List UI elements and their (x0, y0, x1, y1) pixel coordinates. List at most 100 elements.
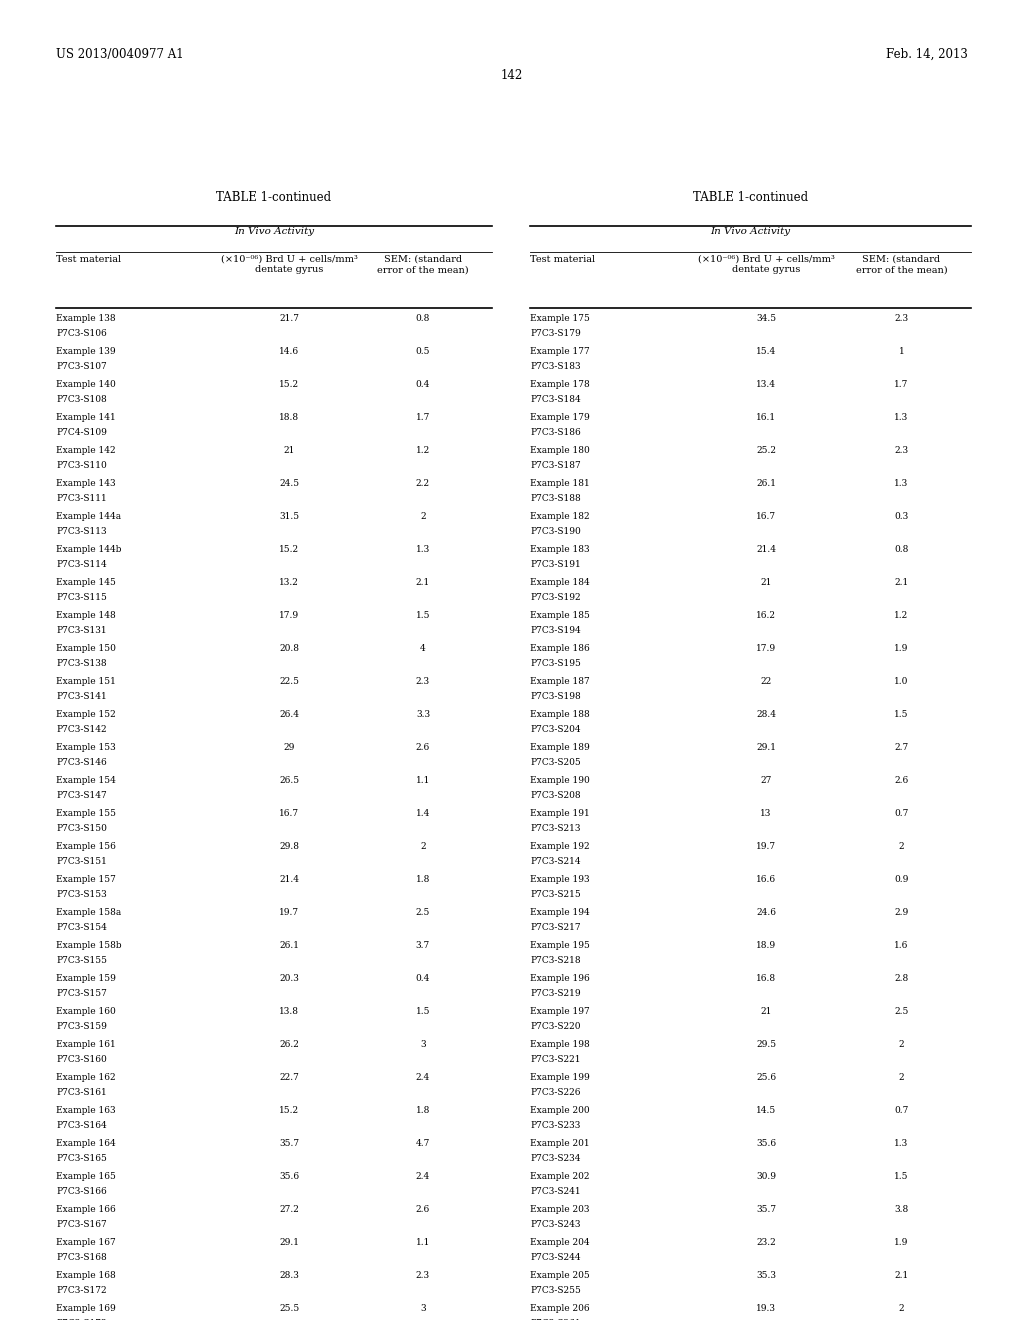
Text: 1.2: 1.2 (894, 611, 908, 620)
Text: Example 140: Example 140 (56, 380, 116, 389)
Text: P7C3-S215: P7C3-S215 (530, 890, 582, 899)
Text: P7C3-S183: P7C3-S183 (530, 362, 581, 371)
Text: Example 192: Example 192 (530, 842, 590, 851)
Text: Example 187: Example 187 (530, 677, 590, 686)
Text: P7C3-S154: P7C3-S154 (56, 923, 108, 932)
Text: 1.4: 1.4 (416, 809, 430, 818)
Text: 20.3: 20.3 (280, 974, 299, 983)
Text: 1.6: 1.6 (894, 941, 908, 950)
Text: Example 138: Example 138 (56, 314, 116, 323)
Text: P7C3-S159: P7C3-S159 (56, 1022, 108, 1031)
Text: 1.5: 1.5 (416, 1007, 430, 1016)
Text: 2.7: 2.7 (894, 743, 908, 752)
Text: Example 202: Example 202 (530, 1172, 590, 1181)
Text: P7C3-S150: P7C3-S150 (56, 824, 108, 833)
Text: P7C3-S168: P7C3-S168 (56, 1253, 108, 1262)
Text: P7C3-S142: P7C3-S142 (56, 725, 106, 734)
Text: 2.1: 2.1 (894, 1271, 908, 1280)
Text: Example 195: Example 195 (530, 941, 590, 950)
Text: Example 196: Example 196 (530, 974, 590, 983)
Text: Example 162: Example 162 (56, 1073, 116, 1082)
Text: Example 206: Example 206 (530, 1304, 590, 1313)
Text: Example 201: Example 201 (530, 1139, 590, 1148)
Text: 16.7: 16.7 (756, 512, 776, 521)
Text: 0.8: 0.8 (894, 545, 908, 554)
Text: (×10⁻⁰⁶) Brd U + cells/mm³
dentate gyrus: (×10⁻⁰⁶) Brd U + cells/mm³ dentate gyrus (221, 255, 357, 275)
Text: Example 184: Example 184 (530, 578, 590, 587)
Text: Example 194: Example 194 (530, 908, 590, 917)
Text: 13.4: 13.4 (756, 380, 776, 389)
Text: P7C3-S213: P7C3-S213 (530, 824, 581, 833)
Text: P7C3-S221: P7C3-S221 (530, 1055, 581, 1064)
Text: 1.8: 1.8 (416, 875, 430, 884)
Text: 15.4: 15.4 (756, 347, 776, 356)
Text: 2: 2 (899, 1073, 904, 1082)
Text: 15.2: 15.2 (280, 380, 299, 389)
Text: 0.8: 0.8 (416, 314, 430, 323)
Text: P7C3-S138: P7C3-S138 (56, 659, 106, 668)
Text: 29.5: 29.5 (756, 1040, 776, 1049)
Text: Example 197: Example 197 (530, 1007, 590, 1016)
Text: 1: 1 (898, 347, 904, 356)
Text: 1.5: 1.5 (894, 1172, 908, 1181)
Text: 26.4: 26.4 (280, 710, 299, 719)
Text: P7C3-S114: P7C3-S114 (56, 560, 108, 569)
Text: Example 179: Example 179 (530, 413, 590, 422)
Text: P7C3-S164: P7C3-S164 (56, 1121, 108, 1130)
Text: 1.7: 1.7 (894, 380, 908, 389)
Text: 26.5: 26.5 (280, 776, 299, 785)
Text: 2.5: 2.5 (416, 908, 430, 917)
Text: P7C3-S115: P7C3-S115 (56, 593, 108, 602)
Text: Example 168: Example 168 (56, 1271, 116, 1280)
Text: P7C3-S167: P7C3-S167 (56, 1220, 108, 1229)
Text: Example 191: Example 191 (530, 809, 590, 818)
Text: P7C3-S233: P7C3-S233 (530, 1121, 581, 1130)
Text: P7C3-S220: P7C3-S220 (530, 1022, 581, 1031)
Text: 21: 21 (284, 446, 295, 455)
Text: Example 180: Example 180 (530, 446, 590, 455)
Text: 4.7: 4.7 (416, 1139, 430, 1148)
Text: Test material: Test material (56, 255, 122, 264)
Text: 0.4: 0.4 (416, 974, 430, 983)
Text: 17.9: 17.9 (756, 644, 776, 653)
Text: 24.6: 24.6 (756, 908, 776, 917)
Text: 2.4: 2.4 (416, 1073, 430, 1082)
Text: P7C3-S190: P7C3-S190 (530, 527, 582, 536)
Text: 18.8: 18.8 (280, 413, 299, 422)
Text: P7C3-S184: P7C3-S184 (530, 395, 582, 404)
Text: 0.7: 0.7 (894, 809, 908, 818)
Text: P7C3-S166: P7C3-S166 (56, 1187, 108, 1196)
Text: 2: 2 (899, 842, 904, 851)
Text: 16.8: 16.8 (756, 974, 776, 983)
Text: 2: 2 (899, 1040, 904, 1049)
Text: 18.9: 18.9 (756, 941, 776, 950)
Text: 29.1: 29.1 (280, 1238, 299, 1247)
Text: 16.7: 16.7 (280, 809, 299, 818)
Text: Example 145: Example 145 (56, 578, 116, 587)
Text: 23.2: 23.2 (756, 1238, 776, 1247)
Text: 2.3: 2.3 (416, 1271, 430, 1280)
Text: Example 175: Example 175 (530, 314, 590, 323)
Text: Example 148: Example 148 (56, 611, 116, 620)
Text: Example 164: Example 164 (56, 1139, 116, 1148)
Text: 22.7: 22.7 (280, 1073, 299, 1082)
Text: 31.5: 31.5 (280, 512, 299, 521)
Text: Example 143: Example 143 (56, 479, 116, 488)
Text: P7C3-S255: P7C3-S255 (530, 1286, 582, 1295)
Text: Example 167: Example 167 (56, 1238, 116, 1247)
Text: P7C3-S179: P7C3-S179 (530, 330, 582, 338)
Text: 21.4: 21.4 (756, 545, 776, 554)
Text: Example 189: Example 189 (530, 743, 590, 752)
Text: P7C3-S198: P7C3-S198 (530, 692, 582, 701)
Text: Example 181: Example 181 (530, 479, 590, 488)
Text: P7C3-S151: P7C3-S151 (56, 857, 108, 866)
Text: 22: 22 (761, 677, 772, 686)
Text: 21: 21 (760, 578, 772, 587)
Text: Example 204: Example 204 (530, 1238, 590, 1247)
Text: 1.9: 1.9 (894, 1238, 908, 1247)
Text: 25.2: 25.2 (756, 446, 776, 455)
Text: 26.1: 26.1 (756, 479, 776, 488)
Text: 28.3: 28.3 (280, 1271, 299, 1280)
Text: 2.1: 2.1 (416, 578, 430, 587)
Text: Example 190: Example 190 (530, 776, 590, 785)
